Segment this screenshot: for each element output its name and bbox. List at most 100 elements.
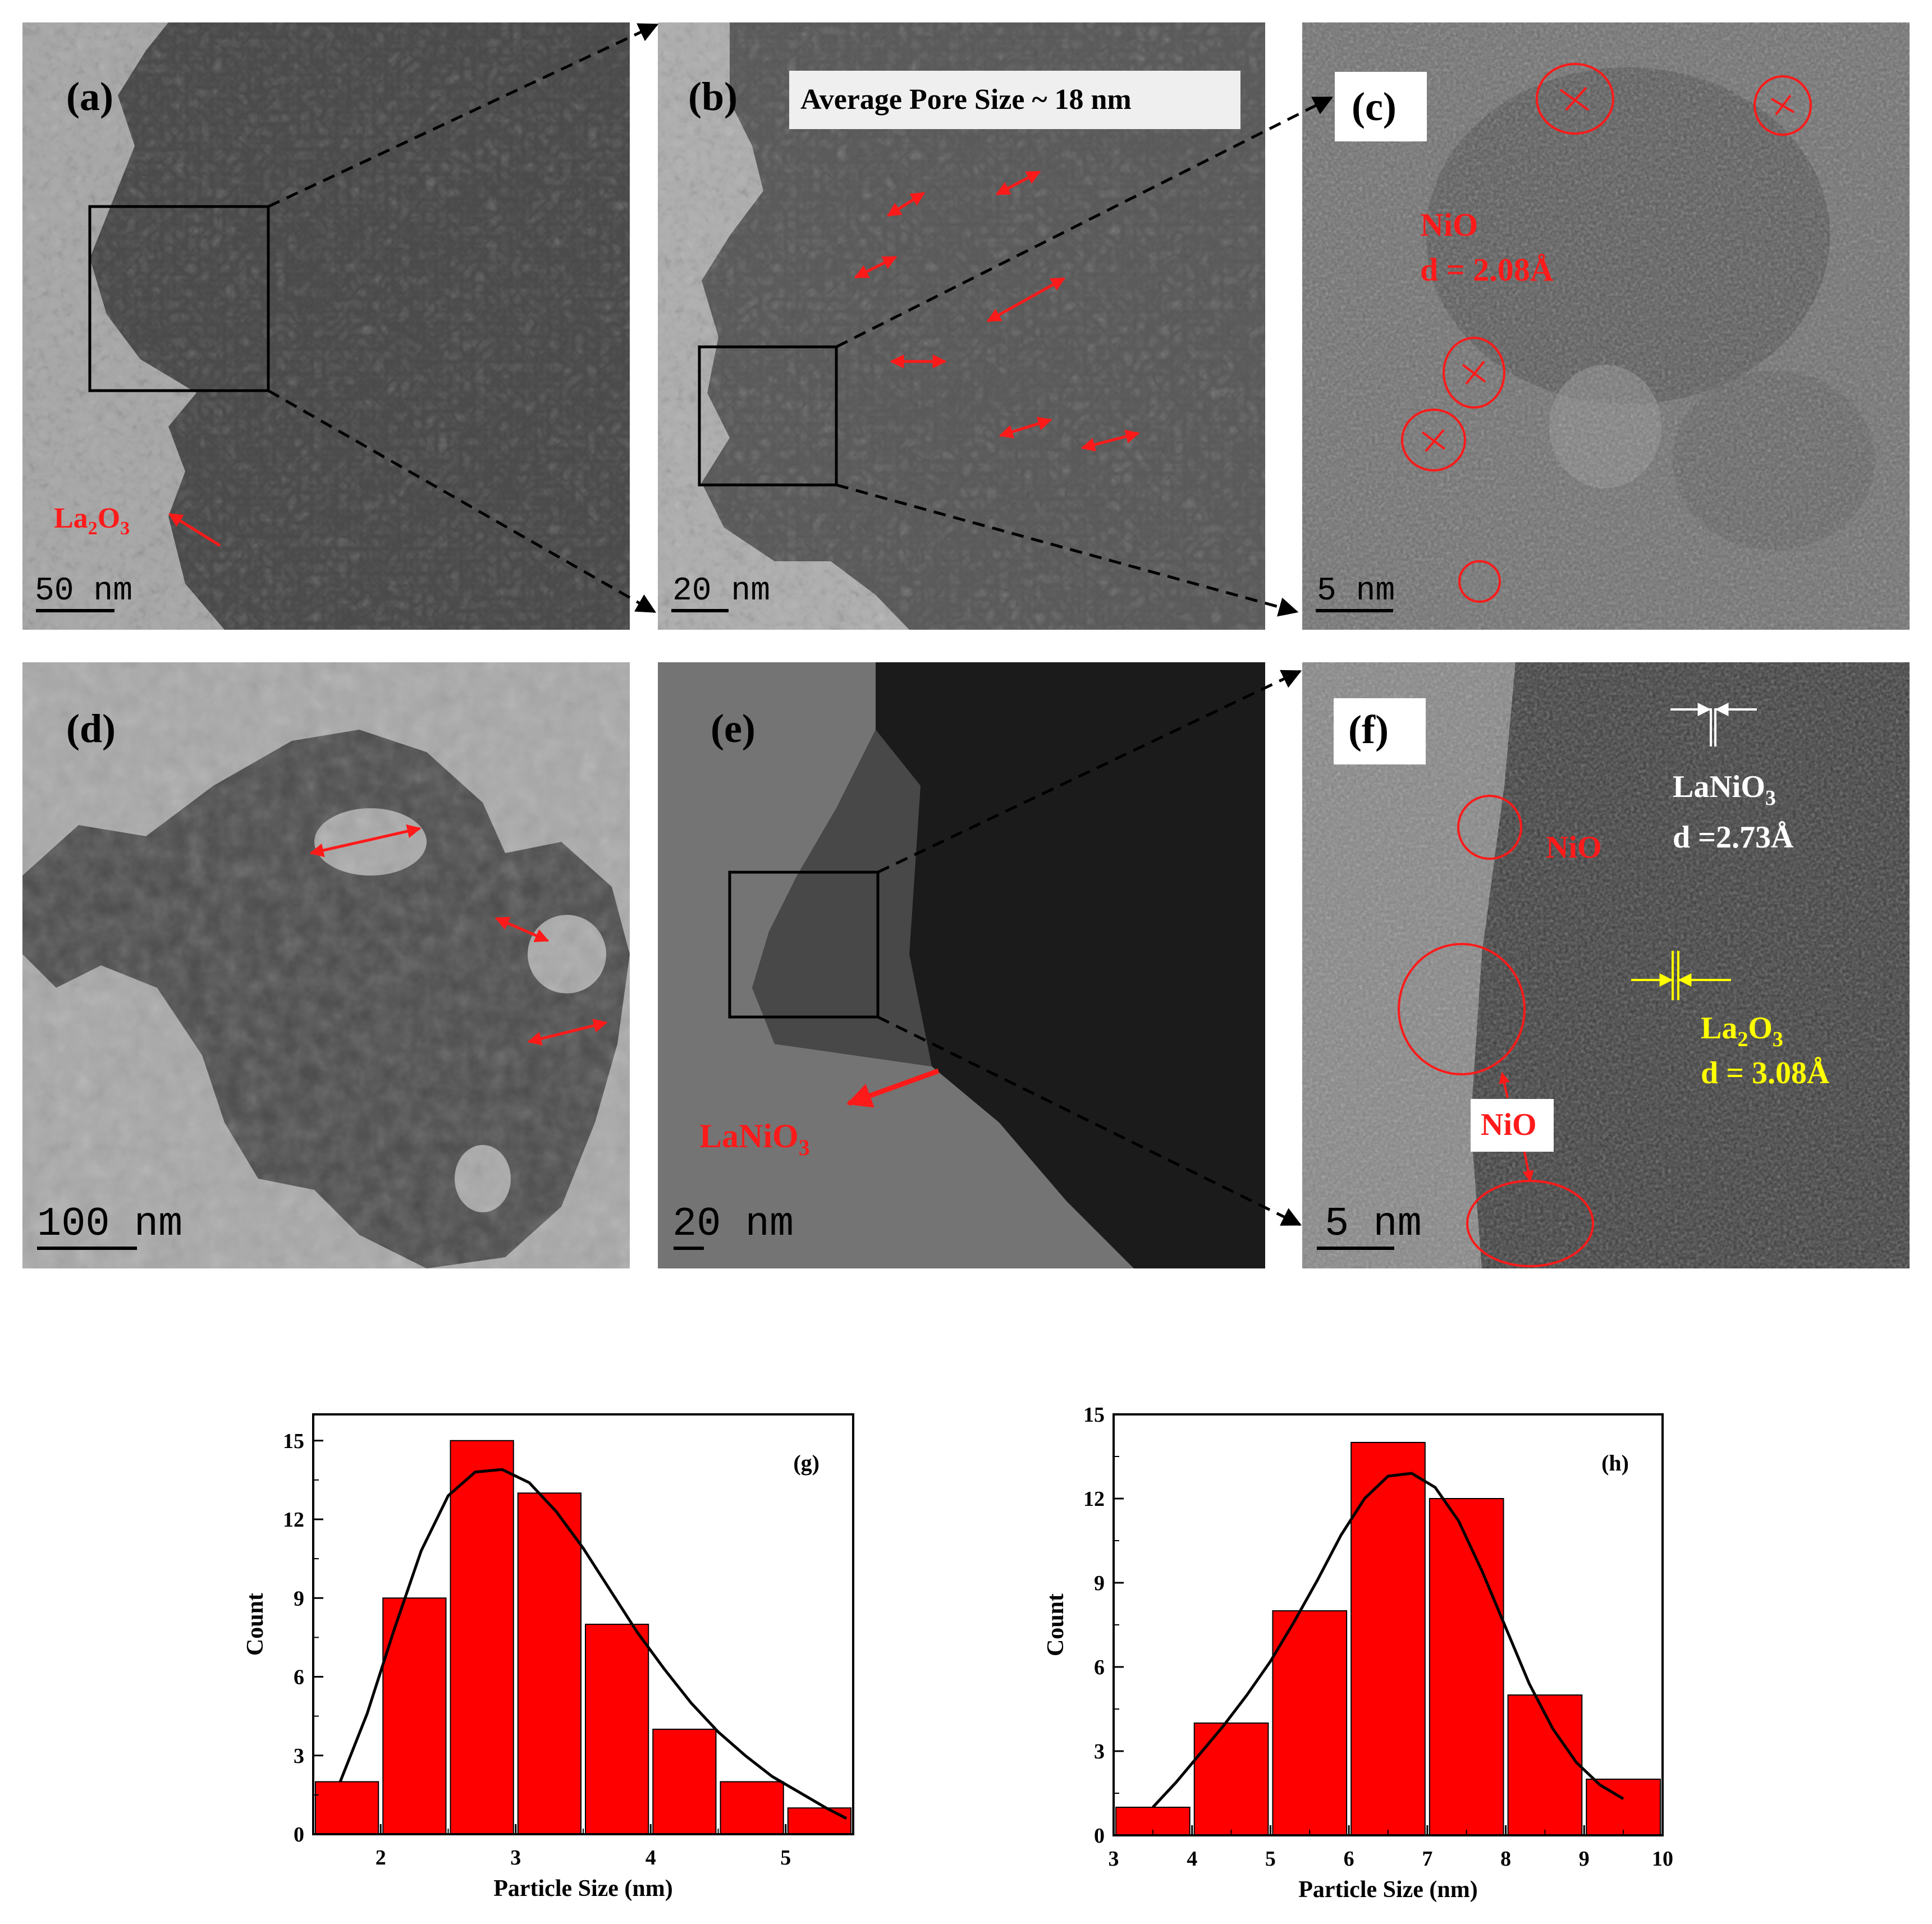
panel-c-nio-circles bbox=[1401, 63, 1812, 603]
h-bar-6 bbox=[1586, 1779, 1661, 1836]
h-ytick-label-4: 12 bbox=[1083, 1487, 1105, 1511]
panel-d-scale-bar: 100 nm bbox=[37, 1201, 182, 1250]
panel-d-pore-arrows bbox=[309, 824, 608, 1046]
h-bar-3 bbox=[1350, 1442, 1426, 1836]
h-bar-1 bbox=[1193, 1723, 1269, 1836]
h-ytick-label-0: 0 bbox=[1094, 1824, 1105, 1848]
svg-text:20 nm: 20 nm bbox=[672, 1201, 794, 1247]
g-ytick-label-2: 6 bbox=[294, 1666, 304, 1689]
h-xtick-label-1: 4 bbox=[1187, 1847, 1197, 1871]
panel-a: (a) La2O3 50 nm bbox=[22, 22, 630, 630]
zoom-connectors-top bbox=[267, 23, 1334, 617]
h-panel-label: (h) bbox=[1601, 1450, 1629, 1476]
g-bar-5 bbox=[652, 1729, 717, 1835]
svg-text:5 nm: 5 nm bbox=[1325, 1201, 1422, 1247]
panel-c: (c) NiO d = 2.08Å 5 nm bbox=[1302, 22, 1910, 630]
svg-text:20 nm: 20 nm bbox=[672, 573, 770, 610]
panel-f-la2o3-fringe-marker bbox=[1631, 951, 1731, 1000]
panel-b-zoom-box bbox=[698, 345, 838, 487]
h-ytick-label-3: 9 bbox=[1094, 1572, 1105, 1595]
svg-text:La2O3: La2O3 bbox=[1701, 1011, 1783, 1051]
g-bar-0 bbox=[315, 1781, 379, 1835]
panel-e: (e) LaNiO3 20 nm bbox=[658, 662, 1265, 1268]
g-ytick-label-1: 3 bbox=[294, 1744, 304, 1768]
g-xtick-label-2: 4 bbox=[645, 1846, 656, 1870]
h-ytick-label-2: 6 bbox=[1094, 1656, 1105, 1679]
h-ytick-label-1: 3 bbox=[1094, 1740, 1105, 1763]
panel-f-nio-arrows bbox=[1499, 1072, 1534, 1182]
panel-a-la2o3-annotation: La2O3 bbox=[54, 502, 221, 547]
svg-text:100 nm: 100 nm bbox=[37, 1201, 182, 1247]
h-fit-curve bbox=[1152, 1472, 1624, 1808]
h-ylabel: Count bbox=[1043, 1593, 1069, 1656]
panel-c-d-spacing: d = 2.08Å bbox=[1420, 251, 1554, 288]
g-xlabel: Particle Size (nm) bbox=[493, 1876, 673, 1902]
g-bar-3 bbox=[517, 1492, 582, 1835]
svg-text:5 nm: 5 nm bbox=[1317, 573, 1395, 610]
panel-b-scale-bar: 20 nm bbox=[671, 573, 770, 612]
g-ytick-label-5: 15 bbox=[283, 1430, 304, 1453]
panel-b-label: (b) bbox=[688, 74, 738, 119]
h-bar-4 bbox=[1429, 1498, 1504, 1836]
g-xtick-label-1: 3 bbox=[510, 1846, 521, 1870]
g-xtick-label-0: 2 bbox=[376, 1846, 386, 1870]
panel-f: (f) NiO NiO LaNiO3 d =2.73Å bbox=[1302, 662, 1910, 1268]
svg-text:d =2.73Å: d =2.73Å bbox=[1673, 820, 1794, 855]
panel-d: (d) 100 nm bbox=[22, 662, 630, 1268]
svg-text:La2O3: La2O3 bbox=[54, 502, 130, 539]
panel-f-lanio3-annotation: LaNiO3 d =2.73Å bbox=[1673, 769, 1794, 855]
histogram-g: 2 3 4 5 0 3 6 9 12 15 Particle Size (nm) Count (g) bbox=[242, 1413, 854, 1902]
panel-d-label: (d) bbox=[66, 706, 116, 751]
svg-text:LaNiO3: LaNiO3 bbox=[1673, 769, 1776, 810]
h-xtick-label-6: 9 bbox=[1579, 1847, 1590, 1871]
panel-e-zoom-box bbox=[728, 871, 880, 1019]
g-ylabel: Count bbox=[242, 1593, 268, 1656]
h-bar-5 bbox=[1507, 1694, 1583, 1836]
panel-a-zoom-box bbox=[88, 205, 270, 392]
h-xtick-label-7: 10 bbox=[1652, 1847, 1673, 1871]
panel-f-label: (f) bbox=[1348, 707, 1389, 752]
h-bar-2 bbox=[1272, 1610, 1348, 1836]
panel-e-label: (e) bbox=[711, 706, 756, 751]
h-xtick-label-4: 7 bbox=[1422, 1847, 1432, 1871]
panel-a-scale-bar: 50 nm bbox=[35, 573, 132, 612]
g-xtick-label-3: 5 bbox=[780, 1846, 791, 1870]
panel-c-label-box bbox=[1335, 72, 1427, 141]
panel-f-label-box bbox=[1334, 698, 1426, 764]
panel-b: (b) Average Pore Size ~ 18 nm 20 nm bbox=[658, 22, 1265, 630]
h-xlabel: Particle Size (nm) bbox=[1298, 1877, 1478, 1903]
h-xtick-label-3: 6 bbox=[1344, 1847, 1354, 1871]
panel-f-la2o3-annotation: La2O3 d = 3.08Å bbox=[1701, 1011, 1830, 1091]
svg-text:50 nm: 50 nm bbox=[35, 573, 132, 610]
g-panel-label: (g) bbox=[793, 1450, 820, 1476]
panel-f-nio-label-top: NiO bbox=[1546, 830, 1602, 865]
panel-e-lanio3-annotation: LaNiO3 bbox=[699, 1068, 940, 1160]
panel-e-scale-bar: 20 nm bbox=[672, 1201, 794, 1250]
svg-text:d = 3.08Å: d = 3.08Å bbox=[1701, 1056, 1830, 1091]
panel-b-pore-arrows bbox=[854, 170, 1140, 452]
g-ytick-label-3: 9 bbox=[294, 1587, 304, 1610]
g-fit-curve bbox=[338, 1468, 848, 1820]
panel-f-nio-label-box bbox=[1471, 1099, 1554, 1152]
h-xtick-label-0: 3 bbox=[1109, 1847, 1119, 1871]
panel-b-pore-size-banner bbox=[789, 71, 1240, 129]
panel-c-scale-bar: 5 nm bbox=[1316, 573, 1395, 612]
panel-a-label: (a) bbox=[66, 74, 113, 119]
g-bar-4 bbox=[585, 1624, 649, 1835]
panel-c-phase: NiO bbox=[1420, 207, 1478, 243]
g-bar-2 bbox=[450, 1440, 514, 1835]
g-ytick-label-4: 12 bbox=[283, 1508, 304, 1532]
panel-f-scale-bar: 5 nm bbox=[1317, 1201, 1422, 1250]
g-bar-6 bbox=[720, 1781, 784, 1835]
svg-text:Average Pore Size ~ 18 nm: Average Pore Size ~ 18 nm bbox=[800, 84, 1132, 116]
g-ytick-label-0: 0 bbox=[294, 1823, 304, 1847]
panel-f-lanio3-fringe-marker bbox=[1670, 703, 1757, 746]
zoom-connectors-bottom bbox=[877, 670, 1302, 1226]
h-xtick-label-2: 5 bbox=[1265, 1847, 1276, 1871]
svg-text:NiO: NiO bbox=[1481, 1107, 1537, 1142]
g-bar-7 bbox=[787, 1807, 851, 1835]
svg-text:LaNiO3: LaNiO3 bbox=[699, 1117, 810, 1160]
h-ytick-label-5: 15 bbox=[1083, 1403, 1105, 1427]
